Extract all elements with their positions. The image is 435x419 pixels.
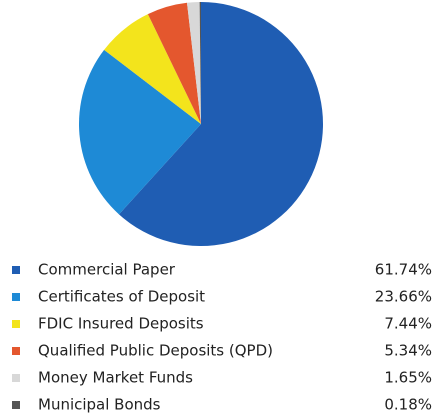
legend-label: Money Market Funds [38,369,193,387]
legend-marker [12,347,20,355]
pie-slice [199,2,201,124]
legend-marker [12,374,20,382]
legend-value: 7.44% [384,315,432,333]
legend-label: Commercial Paper [38,261,176,279]
pie-slice [147,2,201,124]
legend-value: 5.34% [384,342,432,360]
pie-slice [104,14,201,125]
legend-label: FDIC Insured Deposits [38,315,204,333]
legend-marker [12,266,20,274]
legend-value: 23.66% [375,288,432,306]
legend-label: Qualified Public Deposits (QPD) [38,342,273,360]
legend-marker [12,401,20,409]
legend-label: Certificates of Deposit [38,288,205,306]
legend-value: 0.18% [384,396,432,414]
pie-slice [187,2,201,125]
pie-slice [78,49,201,215]
legend-marker [12,293,20,301]
pie-slice [118,2,323,247]
legend-value: 1.65% [384,369,432,387]
legend-value: 61.74% [375,261,432,279]
legend-marker [12,320,20,328]
legend-label: Municipal Bonds [38,396,161,414]
